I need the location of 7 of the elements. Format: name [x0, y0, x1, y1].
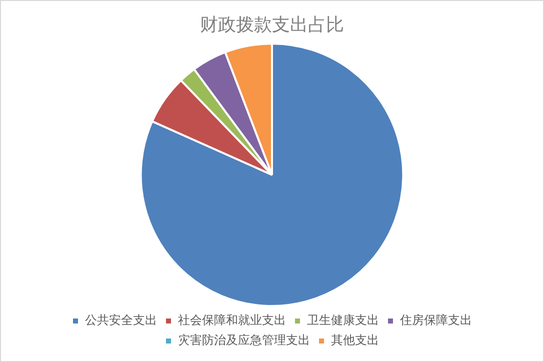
legend-label: 住房保障支出	[399, 313, 472, 328]
chart-title: 财政拨款支出占比	[200, 14, 344, 36]
legend-label: 卫生健康支出	[307, 313, 379, 328]
legend-label: 公共安全支出	[85, 313, 157, 328]
legend-label: 其他支出	[331, 333, 379, 348]
legend-label: 灾害防治及应急管理支出	[178, 333, 310, 348]
legend-label: 社会保障和就业支出	[178, 313, 286, 328]
